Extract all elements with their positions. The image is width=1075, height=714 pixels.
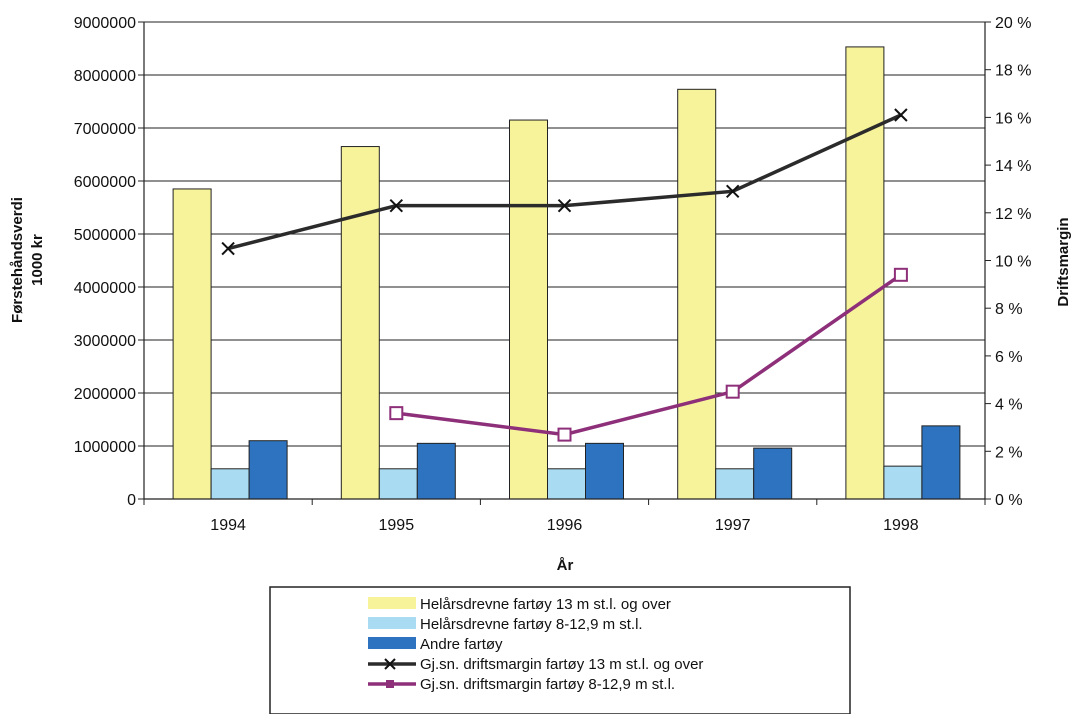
bars (172, 46, 961, 500)
y-axis-title-line-1: Førstehåndsverdi (9, 197, 26, 323)
bar (715, 468, 755, 500)
y2-tick-label: 0 % (995, 492, 1023, 509)
left-axis-ticks: 0 1000000 2000000 3000000 4000000 5000000 6000… (74, 15, 136, 509)
y-tick-label: 2000000 (74, 386, 136, 403)
x-tick-label: 1997 (715, 517, 751, 534)
y-tick-label: 1000000 (74, 439, 136, 456)
y-tick-label: 3000000 (74, 333, 136, 350)
margin-lines (221, 108, 908, 442)
legend-swatch (368, 617, 416, 629)
bar (340, 146, 380, 500)
legend-label: Gj.sn. driftsmargin fartøy 8-12,9 m st.l… (420, 676, 675, 693)
bar (210, 468, 250, 500)
bar (753, 447, 793, 500)
line-point-square-marker (557, 427, 572, 442)
legend-label: Helårsdrevne fartøy 13 m st.l. og over (420, 596, 671, 613)
line-point-x-marker (221, 241, 235, 256)
x-tick-label: 1995 (379, 517, 415, 534)
y2-tick-label: 14 % (995, 158, 1031, 175)
bar (547, 468, 586, 500)
bar (248, 440, 288, 500)
series-line (227, 113, 902, 251)
bar (883, 465, 923, 500)
legend-box (269, 586, 851, 714)
line-point-x-marker (894, 108, 908, 122)
y-tick-label: 4000000 (74, 280, 136, 297)
line-point-x-marker (389, 198, 404, 213)
y2-tick-label: 4 % (995, 397, 1023, 414)
y2-tick-label: 16 % (995, 110, 1031, 127)
right-axis-ticks: 0 % 2 % 4 % 6 % 8 % 10 % 12 % 14 % 16 % 18 % 20 % (995, 15, 1031, 509)
axes (138, 21, 991, 505)
bar (416, 442, 456, 500)
x-axis-ticks: 1994 1995 1996 1997 1998 (210, 517, 918, 534)
x-axis-title: År (557, 557, 574, 574)
legend-swatch (368, 637, 416, 649)
y2-tick-label: 20 % (995, 15, 1031, 32)
y2-tick-label: 8 % (995, 301, 1023, 318)
line-point-x-marker (557, 198, 572, 213)
bar (509, 119, 548, 500)
y-tick-label: 5000000 (74, 227, 136, 244)
y2-axis-title: Driftsmargin (1055, 217, 1072, 306)
legend-square-marker (386, 680, 394, 688)
y-tick-label: 7000000 (74, 121, 136, 138)
y-axis-title: Førstehåndsverdi 1000 kr (9, 197, 46, 323)
line-point-x-marker (725, 184, 740, 199)
bar (677, 88, 717, 500)
line-point-square-marker (893, 267, 908, 282)
x-tick-label: 1996 (547, 517, 583, 534)
y-tick-label: 6000000 (74, 174, 136, 191)
y2-tick-label: 2 % (995, 444, 1023, 461)
y-tick-label: 8000000 (74, 68, 136, 85)
y2-tick-label: 12 % (995, 206, 1031, 223)
x-tick-label: 1994 (210, 517, 246, 534)
bar (845, 46, 885, 500)
y2-tick-label: 18 % (995, 63, 1031, 80)
legend: Helårsdrevne fartøy 13 m st.l. og over He… (269, 586, 851, 714)
bar (172, 188, 212, 500)
y2-tick-label: 6 % (995, 349, 1023, 366)
legend-label: Gj.sn. driftsmargin fartøy 13 m st.l. og… (420, 656, 703, 673)
bar (585, 442, 624, 500)
x-tick-label: 1998 (883, 517, 919, 534)
series-line (396, 273, 902, 437)
bar (921, 425, 961, 500)
legend-x-marker (384, 658, 396, 670)
y-tick-label: 0 (127, 492, 136, 509)
bar (378, 468, 418, 500)
line-point-square-marker (389, 406, 404, 421)
line-point-square-marker (725, 384, 740, 399)
y2-tick-label: 10 % (995, 254, 1031, 271)
y-axis-title-line-2: 1000 kr (29, 234, 46, 286)
legend-label: Andre fartøy (420, 636, 503, 653)
y-tick-label: 9000000 (74, 15, 136, 32)
legend-swatch (368, 597, 416, 609)
legend-label: Helårsdrevne fartøy 8-12,9 m st.l. (420, 616, 643, 633)
